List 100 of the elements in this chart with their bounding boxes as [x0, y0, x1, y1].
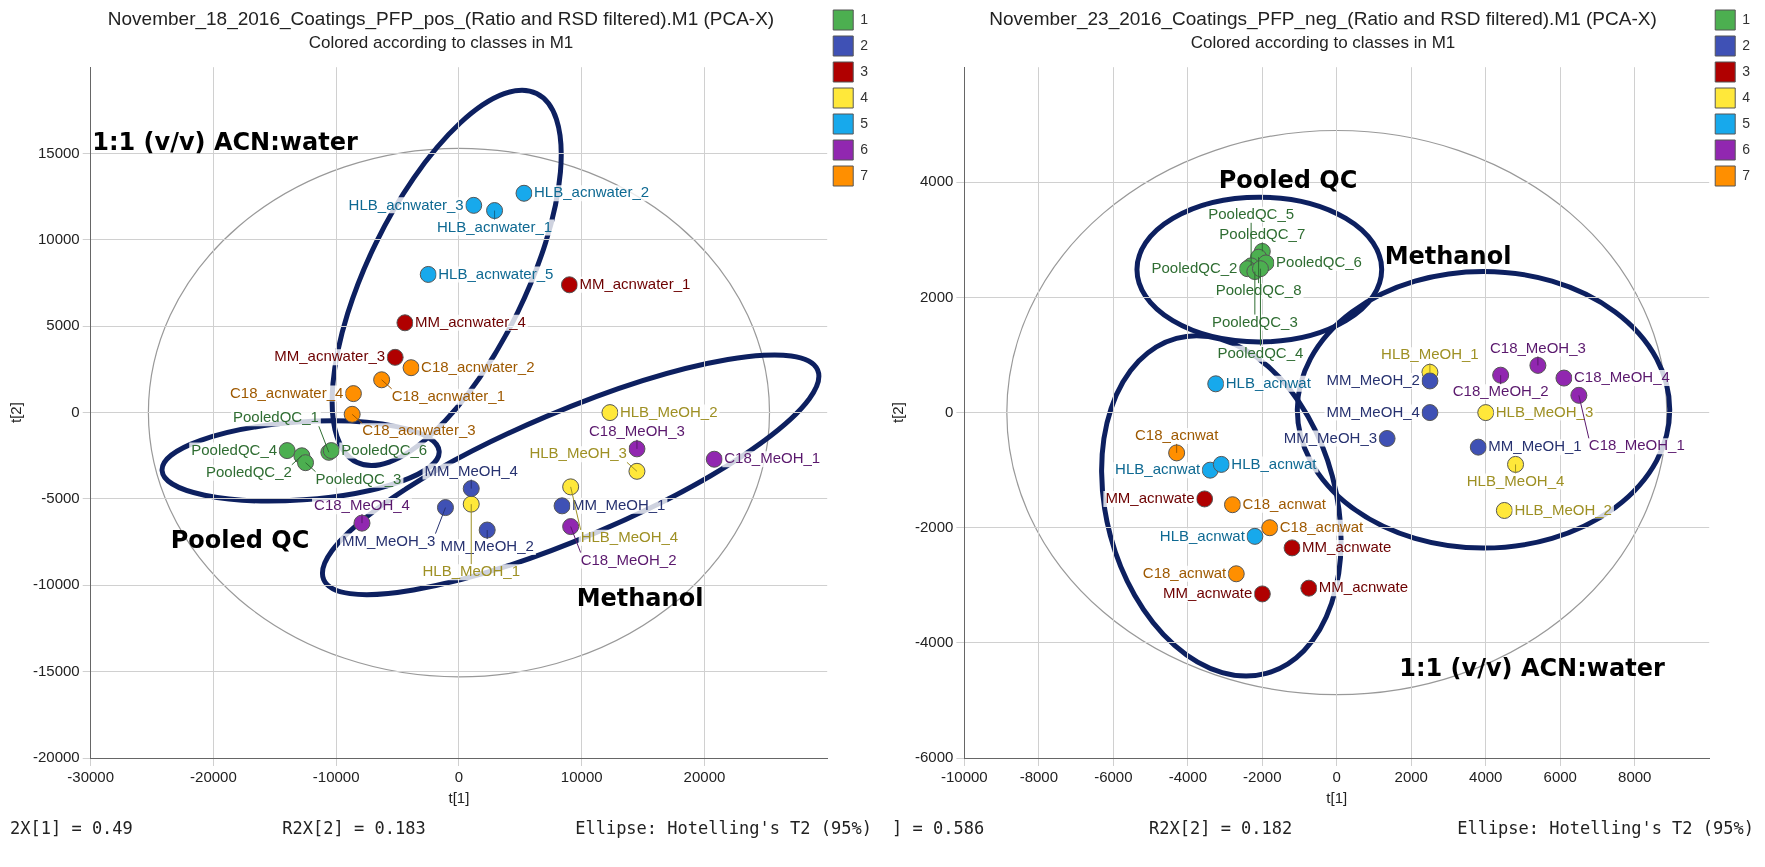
legend-label: 1	[860, 10, 869, 27]
point	[402, 359, 420, 377]
annotation: PooledQC_2	[1151, 258, 1238, 276]
annotation: HLB_MeOH_2	[1514, 500, 1612, 518]
y-tick-label: -15000	[32, 661, 80, 679]
point	[462, 480, 480, 498]
legend-label: 5	[860, 114, 869, 131]
annotation: MM_acnwater_4	[414, 312, 526, 330]
point	[705, 450, 723, 468]
annotation: PooledQC_4	[191, 440, 278, 458]
legend-label: 7	[860, 166, 869, 183]
y-tick-label: 4000	[919, 172, 954, 190]
annotation: Methanol	[1384, 242, 1512, 270]
x-axis-title: t[1]	[1326, 789, 1348, 807]
annotation: C18_MeOH_2	[1452, 382, 1549, 400]
x-axis-title: t[1]	[448, 789, 470, 807]
annotation: HLB_acnwater_1	[437, 217, 553, 235]
point	[278, 442, 296, 460]
x-tick-label: 6000	[1543, 768, 1577, 786]
annotation: PooledQC_4	[1217, 343, 1304, 361]
annotation: HLB_acnwater_2	[534, 183, 650, 201]
annotation: MM_MeOH_1	[1488, 437, 1582, 455]
y-tick-label: 5000	[46, 316, 80, 334]
annotation: MM_MeOH_3	[1283, 428, 1378, 446]
point	[1207, 375, 1225, 393]
x-tick-label: -10000	[941, 768, 988, 786]
point	[1507, 455, 1525, 473]
point	[396, 314, 414, 332]
annotation: HLB_acnwater_5	[438, 264, 554, 282]
point	[343, 405, 361, 423]
text: Ellipse: Hotelling's T2 (95%)	[575, 818, 872, 840]
point	[419, 265, 437, 283]
point	[1555, 369, 1573, 387]
y-axis-title: t[2]	[7, 402, 25, 424]
point	[1253, 585, 1271, 603]
legend-label: 6	[860, 140, 869, 157]
annotation: C18_acnwater_4	[229, 383, 344, 401]
legend-label: 4	[860, 88, 869, 105]
legend-label: 1	[1742, 10, 1751, 27]
y-axis-title: t[2]	[889, 402, 907, 424]
text: R2X[2] = 0.183	[282, 818, 426, 840]
x-tick-label: 2000	[1394, 768, 1428, 786]
point	[1196, 490, 1214, 508]
y-tick-label: -20000	[32, 748, 80, 766]
annotation: Pooled QC	[170, 526, 310, 554]
point	[1224, 496, 1242, 514]
point	[436, 499, 454, 517]
annotation: HLB_acnwat	[1115, 460, 1201, 478]
annotation: PooledQC_1	[232, 408, 319, 426]
annotation: PooledQC_6	[1276, 253, 1362, 271]
y-tick-label: 2000	[919, 287, 954, 305]
y-tick-label: -2000	[914, 517, 954, 535]
legend-label: 4	[1742, 88, 1751, 105]
point	[353, 514, 371, 532]
y-tick-label: 0	[71, 402, 80, 420]
annotation: C18_MeOH_4	[1573, 368, 1670, 386]
chart-title: November_23_2016_Coatings_PFP_neg_(Ratio and RSD filtered).M1 (PCA-X)	[989, 7, 1657, 30]
x-tick-label: 8000	[1618, 768, 1652, 786]
point	[1261, 519, 1279, 537]
point	[344, 385, 362, 403]
point	[562, 478, 580, 496]
point	[386, 348, 404, 366]
point	[560, 276, 578, 294]
point	[1227, 565, 1245, 583]
annotation: C18_acnwat	[1242, 494, 1327, 512]
x-tick-label: 20000	[683, 768, 726, 786]
annotation: C18_MeOH_3	[589, 422, 685, 440]
annotation: Methanol	[576, 584, 704, 612]
point	[1168, 444, 1186, 462]
legend-label: 7	[1742, 166, 1751, 183]
annotation: HLB_acnwat	[1231, 454, 1318, 472]
y-tick-label: -10000	[32, 575, 80, 593]
x-tick-label: 10000	[560, 768, 603, 786]
x-tick-label: -2000	[1243, 768, 1282, 786]
annotation: HLB_MeOH_1	[1381, 345, 1479, 363]
annotation: C18_acnwater_2	[421, 357, 535, 375]
annotation: MM_MeOH_3	[342, 531, 436, 549]
x-tick-label: -20000	[190, 768, 237, 786]
annotation: C18_MeOH_1	[1588, 436, 1685, 454]
point	[1283, 539, 1301, 557]
annotation: MM_acnwater_3	[274, 347, 386, 365]
annotation: MM_acnwate	[1302, 538, 1392, 556]
y-tick-label: -6000	[914, 748, 954, 766]
point	[601, 404, 619, 422]
x-tick-label: -4000	[1168, 768, 1208, 786]
annotation: C18_acnwat	[1142, 563, 1228, 581]
point	[1495, 501, 1513, 519]
annotation: MM_MeOH_4	[424, 461, 518, 479]
y-tick-label: -4000	[914, 633, 954, 651]
text: Ellipse: Hotelling's T2 (95%)	[1457, 818, 1754, 840]
point	[1477, 404, 1495, 422]
annotation: MM_MeOH_4	[1326, 402, 1420, 420]
point	[1529, 356, 1547, 374]
annotation: HLB_MeOH_1	[422, 562, 521, 580]
point	[1492, 366, 1510, 384]
legend-label: 5	[1742, 114, 1751, 131]
chart-subtitle: Colored according to classes in M1	[1190, 32, 1456, 52]
annotation: C18_acnwater_1	[391, 386, 506, 404]
annotation: 1:1 (v/v) ACN:water	[1399, 654, 1665, 682]
point	[465, 196, 483, 214]
